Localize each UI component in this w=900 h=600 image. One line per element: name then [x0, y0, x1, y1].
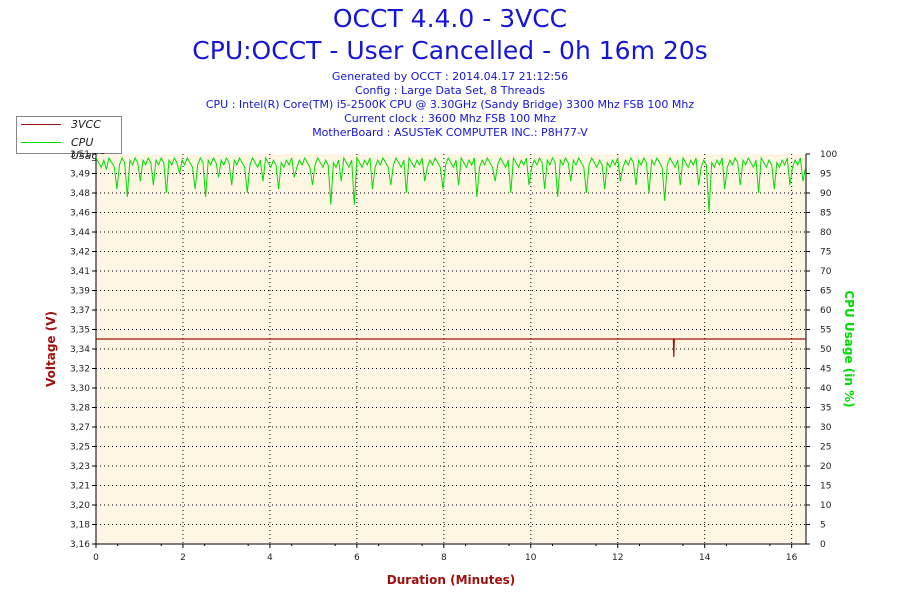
x-axis-label: Duration (Minutes) [387, 573, 515, 587]
y-tick-label: 3,27 [70, 423, 90, 433]
y2-tick-label: 20 [820, 462, 832, 472]
series-cpu-usage-line [95, 156, 807, 213]
y2-tick-label: 10 [820, 501, 832, 511]
y-tick-label: 3,35 [70, 326, 90, 336]
y2-tick-label: 5 [820, 521, 826, 531]
y-tick-label: 3,41 [70, 267, 90, 277]
x-tick-label: 16 [786, 553, 798, 563]
y2-tick-label: 25 [820, 443, 831, 453]
y-tick-label: 3,21 [70, 482, 90, 492]
y2-tick-label: 35 [820, 404, 831, 414]
chart-title: OCCT 4.4.0 - 3VCC [332, 4, 568, 33]
y-tick-label: 3,48 [70, 189, 90, 199]
y-tick-label: 3,51 [70, 150, 90, 160]
info-cpu: CPU : Intel(R) Core(TM) i5-2500K CPU @ 3… [205, 98, 695, 111]
y2-tick-label: 45 [820, 365, 831, 375]
chart-legend: 3VCC CPU Usage [16, 116, 122, 162]
x-tick-label: 14 [699, 553, 711, 563]
y-tick-label: 3,34 [70, 345, 90, 355]
y2-tick-label: 95 [820, 170, 831, 180]
y-tick-label: 3,32 [70, 365, 90, 375]
y2-axis-label: CPU Usage (in %) [842, 290, 856, 407]
y-tick-label: 3,16 [70, 540, 90, 550]
y2-tick-label: 60 [820, 306, 832, 316]
y2-tick-label: 70 [820, 267, 832, 277]
info-generated: Generated by OCCT : 2014.04.17 21:12:56 [331, 70, 569, 83]
x-tick-label: 0 [93, 553, 99, 563]
y-tick-label: 3,28 [70, 404, 90, 414]
y2-tick-label: 0 [820, 540, 826, 550]
x-tick-label: 12 [612, 553, 623, 563]
y2-tick-label: 15 [820, 482, 831, 492]
y-tick-label: 3,18 [70, 521, 90, 531]
x-tick-label: 2 [180, 553, 186, 563]
y-tick-label: 3,37 [70, 306, 90, 316]
y2-tick-label: 40 [820, 384, 832, 394]
x-tick-label: 8 [441, 553, 447, 563]
y-tick-label: 3,23 [70, 462, 90, 472]
y2-tick-label: 80 [820, 228, 832, 238]
legend-swatch-3vcc [21, 124, 61, 125]
y-tick-label: 3,49 [70, 170, 90, 180]
x-tick-label: 6 [354, 553, 360, 563]
y-axis-label: Voltage (V) [44, 311, 58, 387]
y-tick-label: 3,25 [70, 443, 90, 453]
y2-tick-label: 75 [820, 248, 831, 258]
x-tick-label: 10 [525, 553, 537, 563]
series-3vcc-line [96, 338, 806, 357]
y2-tick-label: 90 [820, 189, 832, 199]
y-tick-label: 3,39 [70, 287, 90, 297]
y2-tick-label: 30 [820, 423, 832, 433]
x-tick-label: 4 [267, 553, 273, 563]
info-clock: Current clock : 3600 Mhz FSB 100 Mhz [344, 112, 556, 125]
y2-tick-label: 50 [820, 345, 832, 355]
chart-subtitle: CPU:OCCT - User Cancelled - 0h 16m 20s [192, 36, 708, 65]
y2-tick-label: 100 [820, 150, 837, 160]
y2-tick-label: 85 [820, 209, 831, 219]
y-tick-label: 3,20 [70, 501, 90, 511]
info-motherboard: MotherBoard : ASUSTeK COMPUTER INC.: P8H… [312, 126, 588, 139]
legend-item-3vcc: 3VCC [17, 117, 121, 133]
plot-area [96, 154, 806, 544]
y-tick-label: 3,44 [70, 228, 90, 238]
legend-swatch-cpu-usage [21, 142, 61, 143]
legend-label-3vcc: 3VCC [71, 118, 101, 131]
y-tick-label: 3,42 [70, 248, 90, 258]
y-tick-label: 3,30 [70, 384, 90, 394]
info-config: Config : Large Data Set, 8 Threads [355, 84, 545, 97]
y-tick-label: 3,46 [70, 209, 90, 219]
y2-tick-label: 65 [820, 287, 831, 297]
y2-tick-label: 55 [820, 326, 831, 336]
